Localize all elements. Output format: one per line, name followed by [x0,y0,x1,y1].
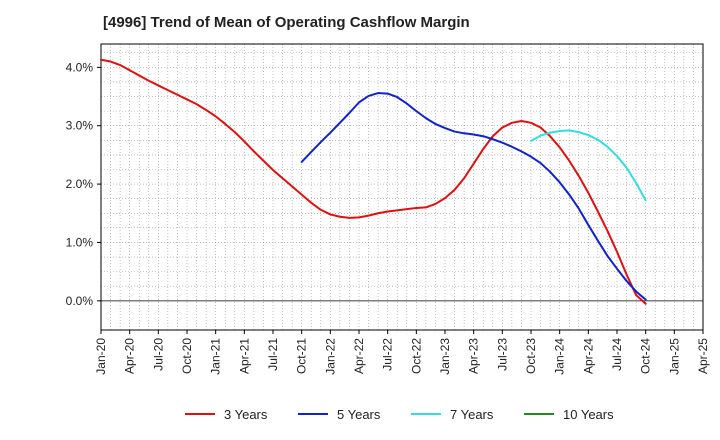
legend-label: 5 Years [337,407,381,422]
x-tick-label: Oct-20 [180,338,194,374]
chart-title: [4996] Trend of Mean of Operating Cashfl… [103,14,470,31]
plot-area-border [100,43,704,331]
x-tick-label: Apr-24 [581,338,595,374]
x-tick-label: Jan-20 [94,338,108,375]
x-tick-label: Oct-24 [639,338,653,374]
x-tick-label: Jul-22 [381,338,395,371]
y-tick-label: 4.0% [66,60,94,74]
x-tick-label: Apr-25 [696,338,710,374]
x-tick-label: Oct-21 [295,338,309,374]
x-tick-label: Jul-21 [266,338,280,371]
legend-label: 3 Years [224,407,268,422]
legend-label: 7 Years [450,407,494,422]
x-tick-label: Jan-24 [553,338,567,375]
x-tick-label: Apr-23 [467,338,481,374]
x-tick-label: Jan-21 [209,338,223,375]
y-tick-label: 3.0% [66,119,94,133]
x-tick-label: Oct-23 [524,338,538,374]
x-tick-label: Apr-20 [123,338,137,374]
x-tick-label: Apr-22 [352,338,366,374]
series-line-5-years [300,92,647,301]
x-tick-label: Jan-22 [323,338,337,375]
y-tick-label: 2.0% [66,177,94,191]
legend-label: 10 Years [563,407,614,422]
series-line-3-years [100,58,647,305]
x-tick-label: Jan-23 [438,338,452,375]
y-tick-label: 0.0% [66,294,94,308]
x-tick-label: Oct-22 [409,338,423,374]
x-tick-label: Jan-25 [667,338,681,375]
x-tick-label: Apr-21 [237,338,251,374]
x-tick-label: Jul-20 [151,338,165,371]
x-tick-label: Jul-23 [495,338,509,371]
x-tick-label: Jul-24 [610,338,624,371]
y-tick-label: 1.0% [66,235,94,249]
series-line-7-years [530,129,647,202]
